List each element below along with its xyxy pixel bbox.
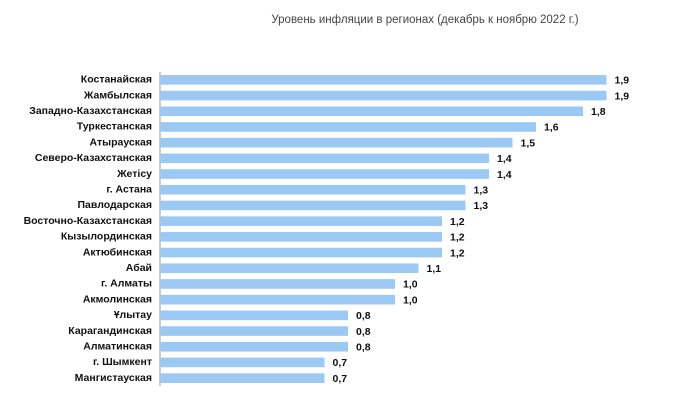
category-label: г. Астана	[106, 184, 152, 196]
bar	[160, 153, 489, 164]
category-label: Западно-Казахстанская	[29, 105, 152, 117]
category-label: Туркестанская	[77, 121, 152, 133]
category-label: Северо-Казахстанская	[35, 152, 152, 164]
category-label: г. Шымкент	[93, 356, 152, 368]
category-label: Акмолинская	[83, 293, 152, 305]
category-label: г. Алматы	[101, 278, 152, 290]
category-label: Мангистауская	[75, 372, 152, 384]
bar	[160, 373, 325, 383]
value-label: 1,1	[427, 263, 442, 275]
chart-title: Уровень инфляции в регионах (декабрь к н…	[271, 14, 578, 26]
value-label: 1,3	[474, 200, 489, 212]
value-label: 1,5	[521, 137, 536, 149]
value-label: 0,8	[356, 342, 371, 354]
bar	[160, 137, 513, 148]
category-label: Алматинская	[83, 341, 152, 353]
value-label: 0,7	[333, 357, 348, 369]
bar	[160, 294, 395, 305]
bar	[160, 200, 466, 211]
bar	[160, 326, 348, 336]
category-label: Жетісу	[116, 168, 152, 180]
value-label: 1,9	[615, 75, 630, 87]
value-label: 0,8	[356, 326, 371, 338]
value-label: 1,6	[544, 122, 559, 134]
bar	[160, 184, 466, 195]
bar	[160, 357, 325, 368]
bar	[160, 279, 395, 289]
bar	[160, 310, 348, 321]
bar	[160, 122, 536, 132]
bar	[160, 216, 442, 226]
bar	[160, 263, 419, 274]
value-label: 1,3	[474, 185, 489, 197]
category-label: Павлодарская	[78, 199, 153, 211]
bar	[160, 169, 489, 179]
value-label: 1,2	[450, 216, 465, 228]
value-label: 1,0	[403, 294, 418, 306]
category-label: Жамбылская	[83, 89, 152, 101]
value-label: 0,7	[333, 373, 348, 385]
bar	[160, 75, 607, 85]
bar	[160, 247, 442, 258]
category-label: Костанайская	[81, 74, 152, 86]
bar	[160, 90, 607, 101]
category-label: Кызылординская	[61, 231, 152, 243]
value-label: 1,0	[403, 279, 418, 291]
category-label: Карагандинская	[68, 325, 152, 337]
value-label: 0,8	[356, 310, 371, 322]
category-label: Восточно-Казахстанская	[24, 215, 152, 227]
bar	[160, 341, 348, 352]
category-label: Абай	[126, 262, 152, 274]
value-label: 1,2	[450, 247, 465, 259]
value-label: 1,8	[591, 106, 606, 118]
bar	[160, 106, 583, 117]
category-label: Атырауская	[90, 136, 152, 148]
category-label: Актюбинская	[83, 246, 152, 258]
value-label: 1,4	[497, 153, 512, 165]
value-label: 1,9	[615, 90, 630, 102]
bar	[160, 232, 442, 242]
value-label: 1,4	[497, 169, 512, 181]
value-label: 1,2	[450, 232, 465, 244]
category-label: Ұлытау	[114, 309, 152, 321]
